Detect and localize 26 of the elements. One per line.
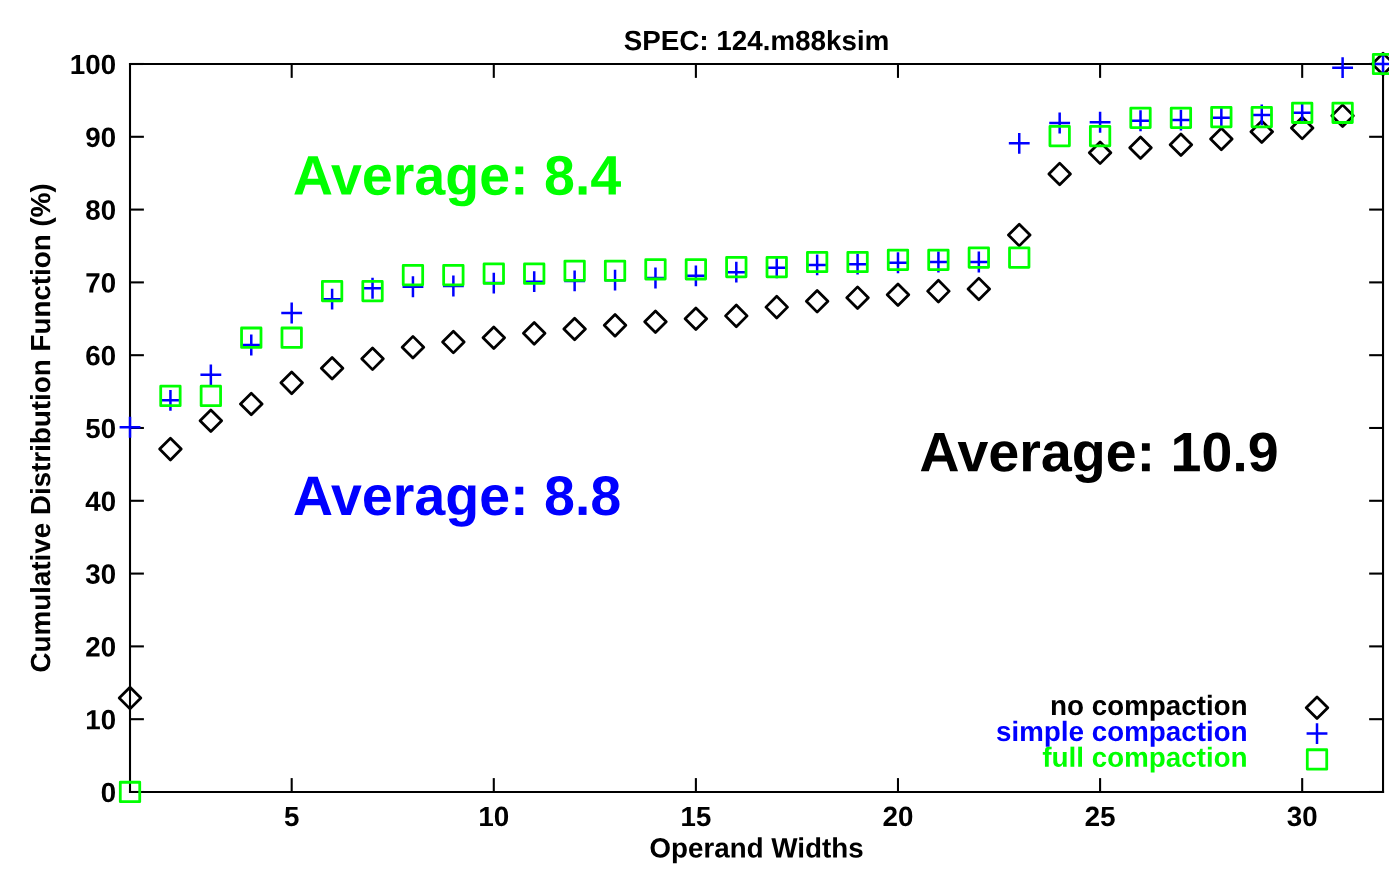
chart-title: SPEC: 124.m88ksim (624, 29, 888, 51)
annotation: Average: 10.9 (920, 432, 1277, 483)
y-axis-title: Cumulative Distribution Function (%) (30, 184, 56, 672)
legend-label: full compaction (1042, 746, 1246, 773)
y-tick-label: 0 (101, 782, 115, 803)
legend-label: no compaction (1051, 694, 1246, 721)
x-tick-label: 20 (883, 806, 913, 827)
x-tick-label: 10 (480, 806, 509, 827)
y-tick-label: 20 (86, 637, 115, 657)
y-tick-label: 30 (85, 564, 115, 584)
y-tick-label: 10 (86, 709, 115, 730)
annotation: Average: 8.8 (294, 476, 620, 527)
y-tick-label: 70 (86, 273, 115, 293)
y-tick-label: 90 (86, 127, 115, 148)
x-tick-label: 30 (1287, 806, 1317, 827)
y-tick-label: 50 (86, 418, 115, 439)
annotation: Average: 8.4 (294, 155, 621, 207)
x-axis-title: Operand Widths (650, 837, 863, 864)
y-tick-label: 100 (71, 54, 115, 75)
y-tick-label: 40 (85, 491, 115, 512)
x-tick-label: 15 (682, 806, 711, 827)
y-tick-label: 80 (86, 200, 115, 220)
y-tick-label: 60 (86, 345, 115, 366)
legend-label: simple compaction (996, 720, 1246, 747)
x-tick-label: 25 (1085, 806, 1115, 827)
x-tick-label: 5 (284, 806, 299, 827)
